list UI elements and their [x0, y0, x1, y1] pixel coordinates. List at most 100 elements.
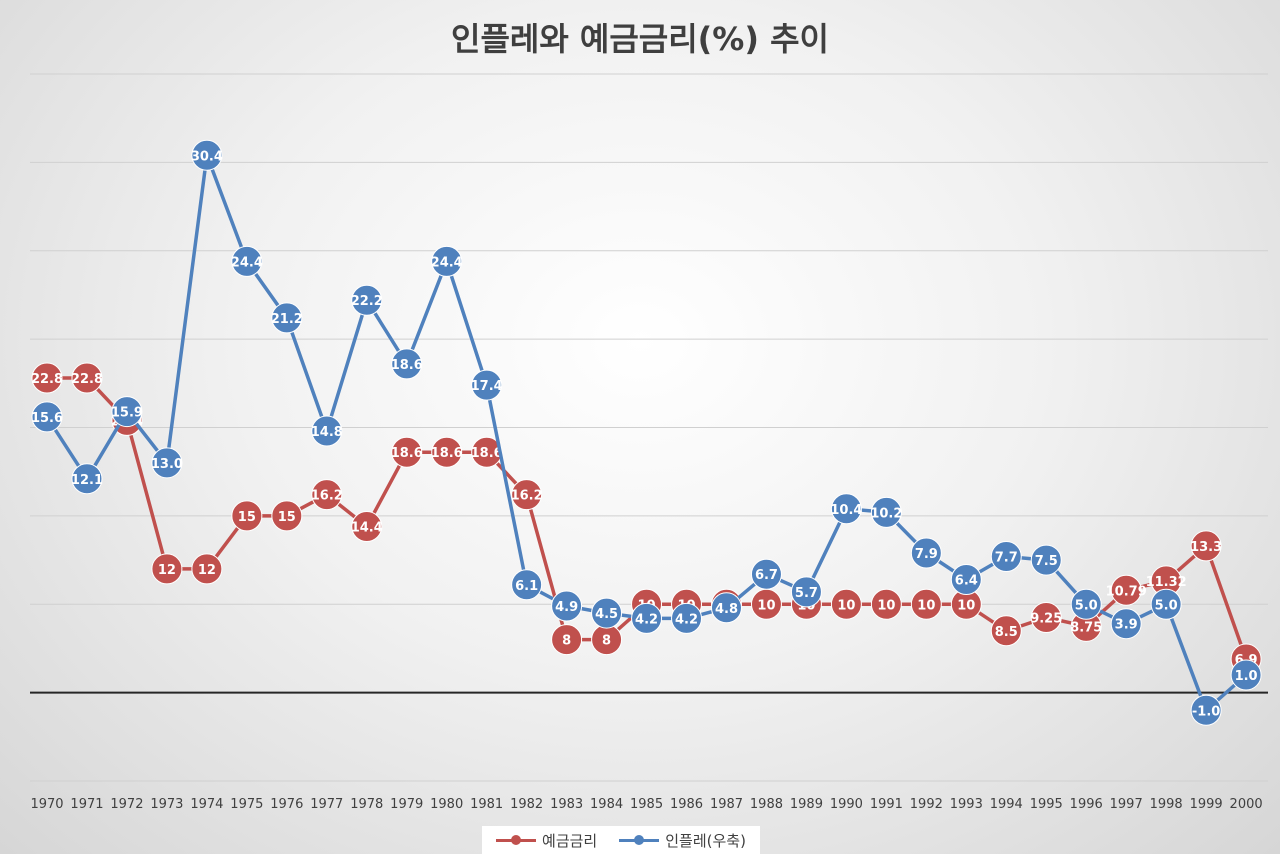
data-label: 11.32: [1146, 575, 1187, 590]
data-point: [591, 597, 623, 629]
x-tick-label: 1990: [830, 797, 863, 812]
data-label: 22.8: [31, 372, 63, 387]
data-label: 8: [602, 634, 611, 649]
data-point: [31, 401, 63, 433]
data-label: 13.3: [1190, 540, 1222, 555]
data-point: [1110, 574, 1142, 606]
data-label: 7.5: [1035, 554, 1058, 569]
data-label: 8.5: [995, 625, 1018, 640]
data-label: 10.2: [870, 506, 902, 521]
data-label: 10: [757, 598, 775, 613]
data-point: [631, 602, 663, 634]
data-point: [271, 500, 303, 532]
x-tick-label: 1992: [910, 797, 943, 812]
x-tick-label: 2000: [1230, 797, 1263, 812]
data-point: [551, 590, 583, 622]
legend-label-deposit-rate: 예금금리: [542, 831, 598, 850]
data-label: 12.1: [71, 473, 103, 488]
data-label: 18.6: [391, 358, 423, 373]
data-label: 15.6: [31, 411, 63, 426]
data-label: 4.2: [675, 612, 698, 627]
data-label: 18.6: [471, 446, 503, 461]
x-tick-label: 1980: [430, 797, 463, 812]
data-point: [1190, 694, 1222, 726]
x-tick-label: 1973: [150, 797, 183, 812]
x-tick-label: 1972: [110, 797, 143, 812]
data-point: [750, 558, 782, 590]
x-tick-label: 1986: [670, 797, 703, 812]
data-point: [1070, 588, 1102, 620]
x-tick-label: 1995: [1030, 797, 1063, 812]
x-tick-label: 1979: [390, 797, 423, 812]
legend-item-deposit-rate: 예금금리: [496, 830, 597, 851]
data-label: 8: [562, 634, 571, 649]
data-label: 13.0: [151, 457, 183, 472]
data-label: 12: [158, 563, 176, 578]
data-point: [990, 541, 1022, 573]
data-label: 16.2: [311, 489, 343, 504]
data-point: [950, 564, 982, 596]
data-point: [231, 500, 263, 532]
x-tick-label: 1993: [950, 797, 983, 812]
data-point: [870, 496, 902, 528]
data-point: [151, 447, 183, 479]
data-point: [1030, 602, 1062, 634]
data-point: [1110, 608, 1142, 640]
data-label: 8.75: [1070, 620, 1102, 635]
data-label: 6.4: [955, 574, 978, 589]
x-axis-tick-labels: 1970 1971 1972 1973 1974 1975 1976 1977 1978 1979…: [30, 797, 1262, 812]
x-tick-label: 1981: [470, 797, 503, 812]
x-tick-label: 1975: [230, 797, 263, 812]
data-label: 10: [837, 598, 855, 613]
x-tick-label: 1985: [630, 797, 663, 812]
data-label: 14.4: [351, 520, 383, 535]
data-label: 5.0: [1075, 598, 1098, 613]
data-label: 1.0: [1235, 669, 1258, 684]
data-label: 10: [917, 598, 935, 613]
data-point: [1030, 544, 1062, 576]
data-point: [511, 479, 543, 511]
x-tick-label: 1991: [870, 797, 903, 812]
legend-swatch-inflation: [619, 834, 660, 846]
data-label: 15.9: [111, 406, 143, 421]
data-point: [910, 588, 942, 620]
data-point: [431, 245, 463, 277]
data-point: [391, 436, 423, 468]
x-tick-label: 1976: [270, 797, 303, 812]
x-tick-label: 1987: [710, 797, 743, 812]
data-label: 10: [877, 598, 895, 613]
data-point: [830, 588, 862, 620]
data-label: 17.4: [471, 379, 503, 394]
data-label: -1.0: [1192, 704, 1220, 719]
data-point: [830, 493, 862, 525]
x-tick-label: 1983: [550, 797, 583, 812]
data-point: [71, 463, 103, 495]
data-point: [231, 245, 263, 277]
data-label: 22.2: [351, 294, 383, 309]
data-point: [710, 592, 742, 624]
data-label: 15: [238, 510, 256, 525]
x-tick-label: 1996: [1070, 797, 1103, 812]
data-point: [431, 436, 463, 468]
data-label: 4.2: [635, 612, 658, 627]
x-tick-label: 1984: [590, 797, 623, 812]
data-point: [1150, 588, 1182, 620]
data-label: 4.9: [555, 600, 578, 615]
data-label: 24.4: [431, 255, 463, 270]
data-point: [191, 553, 223, 585]
data-point: [1230, 659, 1262, 691]
x-tick-label: 1997: [1110, 797, 1143, 812]
x-tick-label: 1971: [70, 797, 103, 812]
data-label: 16.2: [511, 489, 543, 504]
data-label: 18.6: [431, 446, 463, 461]
data-point: [511, 569, 543, 601]
data-point: [71, 362, 103, 394]
data-point: [271, 302, 303, 334]
data-label: 4.5: [595, 607, 618, 622]
data-point: [191, 139, 223, 171]
legend-item-inflation: 인플레(우축): [619, 830, 746, 851]
data-point: [1190, 530, 1222, 562]
data-label: 18.6: [391, 446, 423, 461]
data-point: [351, 510, 383, 542]
